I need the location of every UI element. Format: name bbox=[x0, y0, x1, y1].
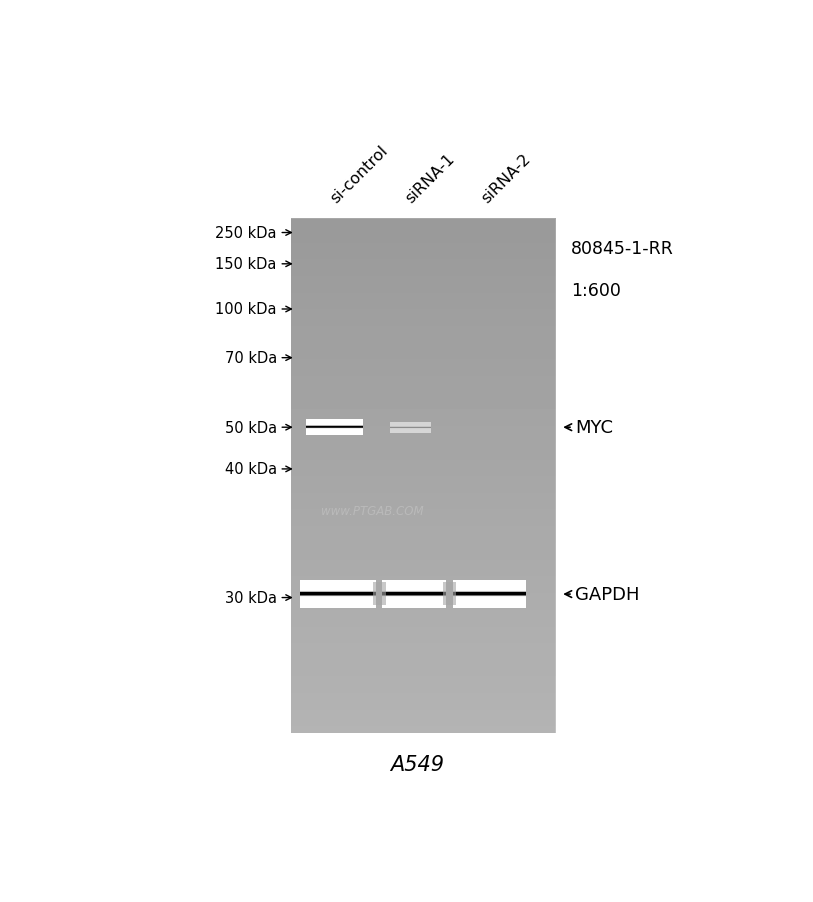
Text: 150 kDa: 150 kDa bbox=[215, 257, 276, 272]
Text: 250 kDa: 250 kDa bbox=[215, 226, 276, 241]
Text: 40 kDa: 40 kDa bbox=[224, 462, 276, 477]
Text: 80845-1-RR: 80845-1-RR bbox=[571, 240, 674, 258]
Bar bbox=[291, 219, 555, 733]
Text: 1:600: 1:600 bbox=[571, 281, 621, 299]
Text: siRNA-1: siRNA-1 bbox=[403, 151, 458, 206]
Text: A549: A549 bbox=[389, 755, 444, 775]
Text: 70 kDa: 70 kDa bbox=[224, 351, 276, 366]
Text: siRNA-2: siRNA-2 bbox=[479, 151, 533, 206]
Text: 50 kDa: 50 kDa bbox=[224, 420, 276, 436]
Text: www.PTGAB.COM: www.PTGAB.COM bbox=[321, 504, 424, 518]
Text: MYC: MYC bbox=[576, 419, 614, 437]
Text: 30 kDa: 30 kDa bbox=[224, 591, 276, 605]
Text: 100 kDa: 100 kDa bbox=[215, 302, 276, 318]
Text: GAPDH: GAPDH bbox=[576, 585, 640, 603]
Text: si-control: si-control bbox=[328, 143, 390, 206]
